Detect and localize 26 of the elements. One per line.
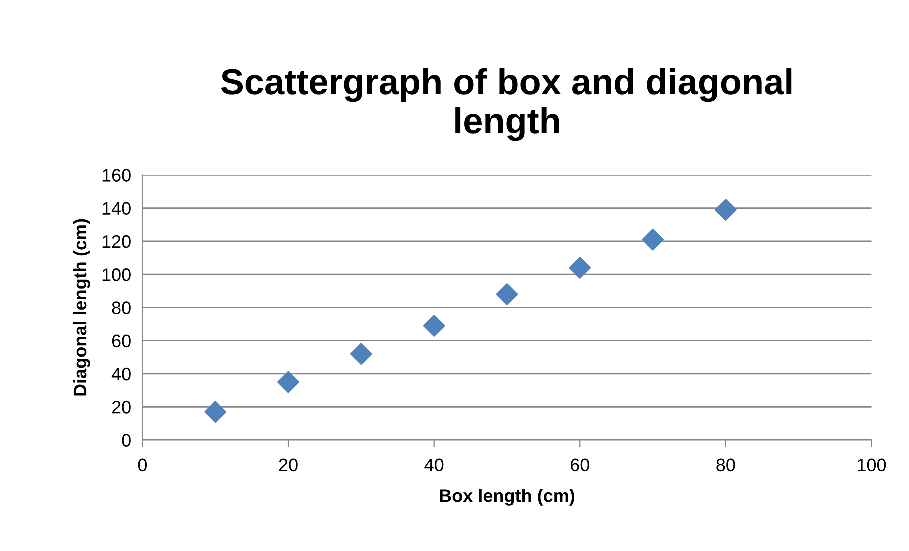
- point: [204, 401, 227, 424]
- y-tick-label: 60: [112, 334, 131, 348]
- x-tick-label: 100: [858, 458, 886, 472]
- point: [350, 343, 372, 366]
- chart-title: Scattergraph of box and diagonal length: [221, 68, 792, 142]
- x-axis-title: Box length (cm): [440, 489, 575, 506]
- y-tick-label: 80: [112, 302, 131, 314]
- x-tick-label: 60: [571, 458, 590, 472]
- y-tick-label: 140: [102, 202, 131, 216]
- x-tick-label: 80: [716, 458, 736, 472]
- y-axis-title: Diagonal length (cm): [73, 219, 90, 396]
- point: [642, 228, 664, 251]
- point: [569, 256, 592, 279]
- y-tick-label: 0: [122, 434, 131, 447]
- point: [278, 371, 300, 394]
- y-tick-label: 100: [102, 268, 131, 282]
- point: [423, 314, 446, 337]
- x-tick-label: 0: [138, 458, 148, 472]
- y-tick-label: 40: [112, 368, 131, 381]
- point: [714, 199, 737, 221]
- point: [496, 283, 518, 306]
- x-tick-label: 20: [279, 458, 298, 472]
- y-tick-label: 20: [112, 401, 131, 414]
- x-tick-label: 40: [424, 458, 444, 472]
- y-tick-label: 120: [102, 235, 131, 248]
- y-tick-label: 160: [102, 169, 131, 182]
